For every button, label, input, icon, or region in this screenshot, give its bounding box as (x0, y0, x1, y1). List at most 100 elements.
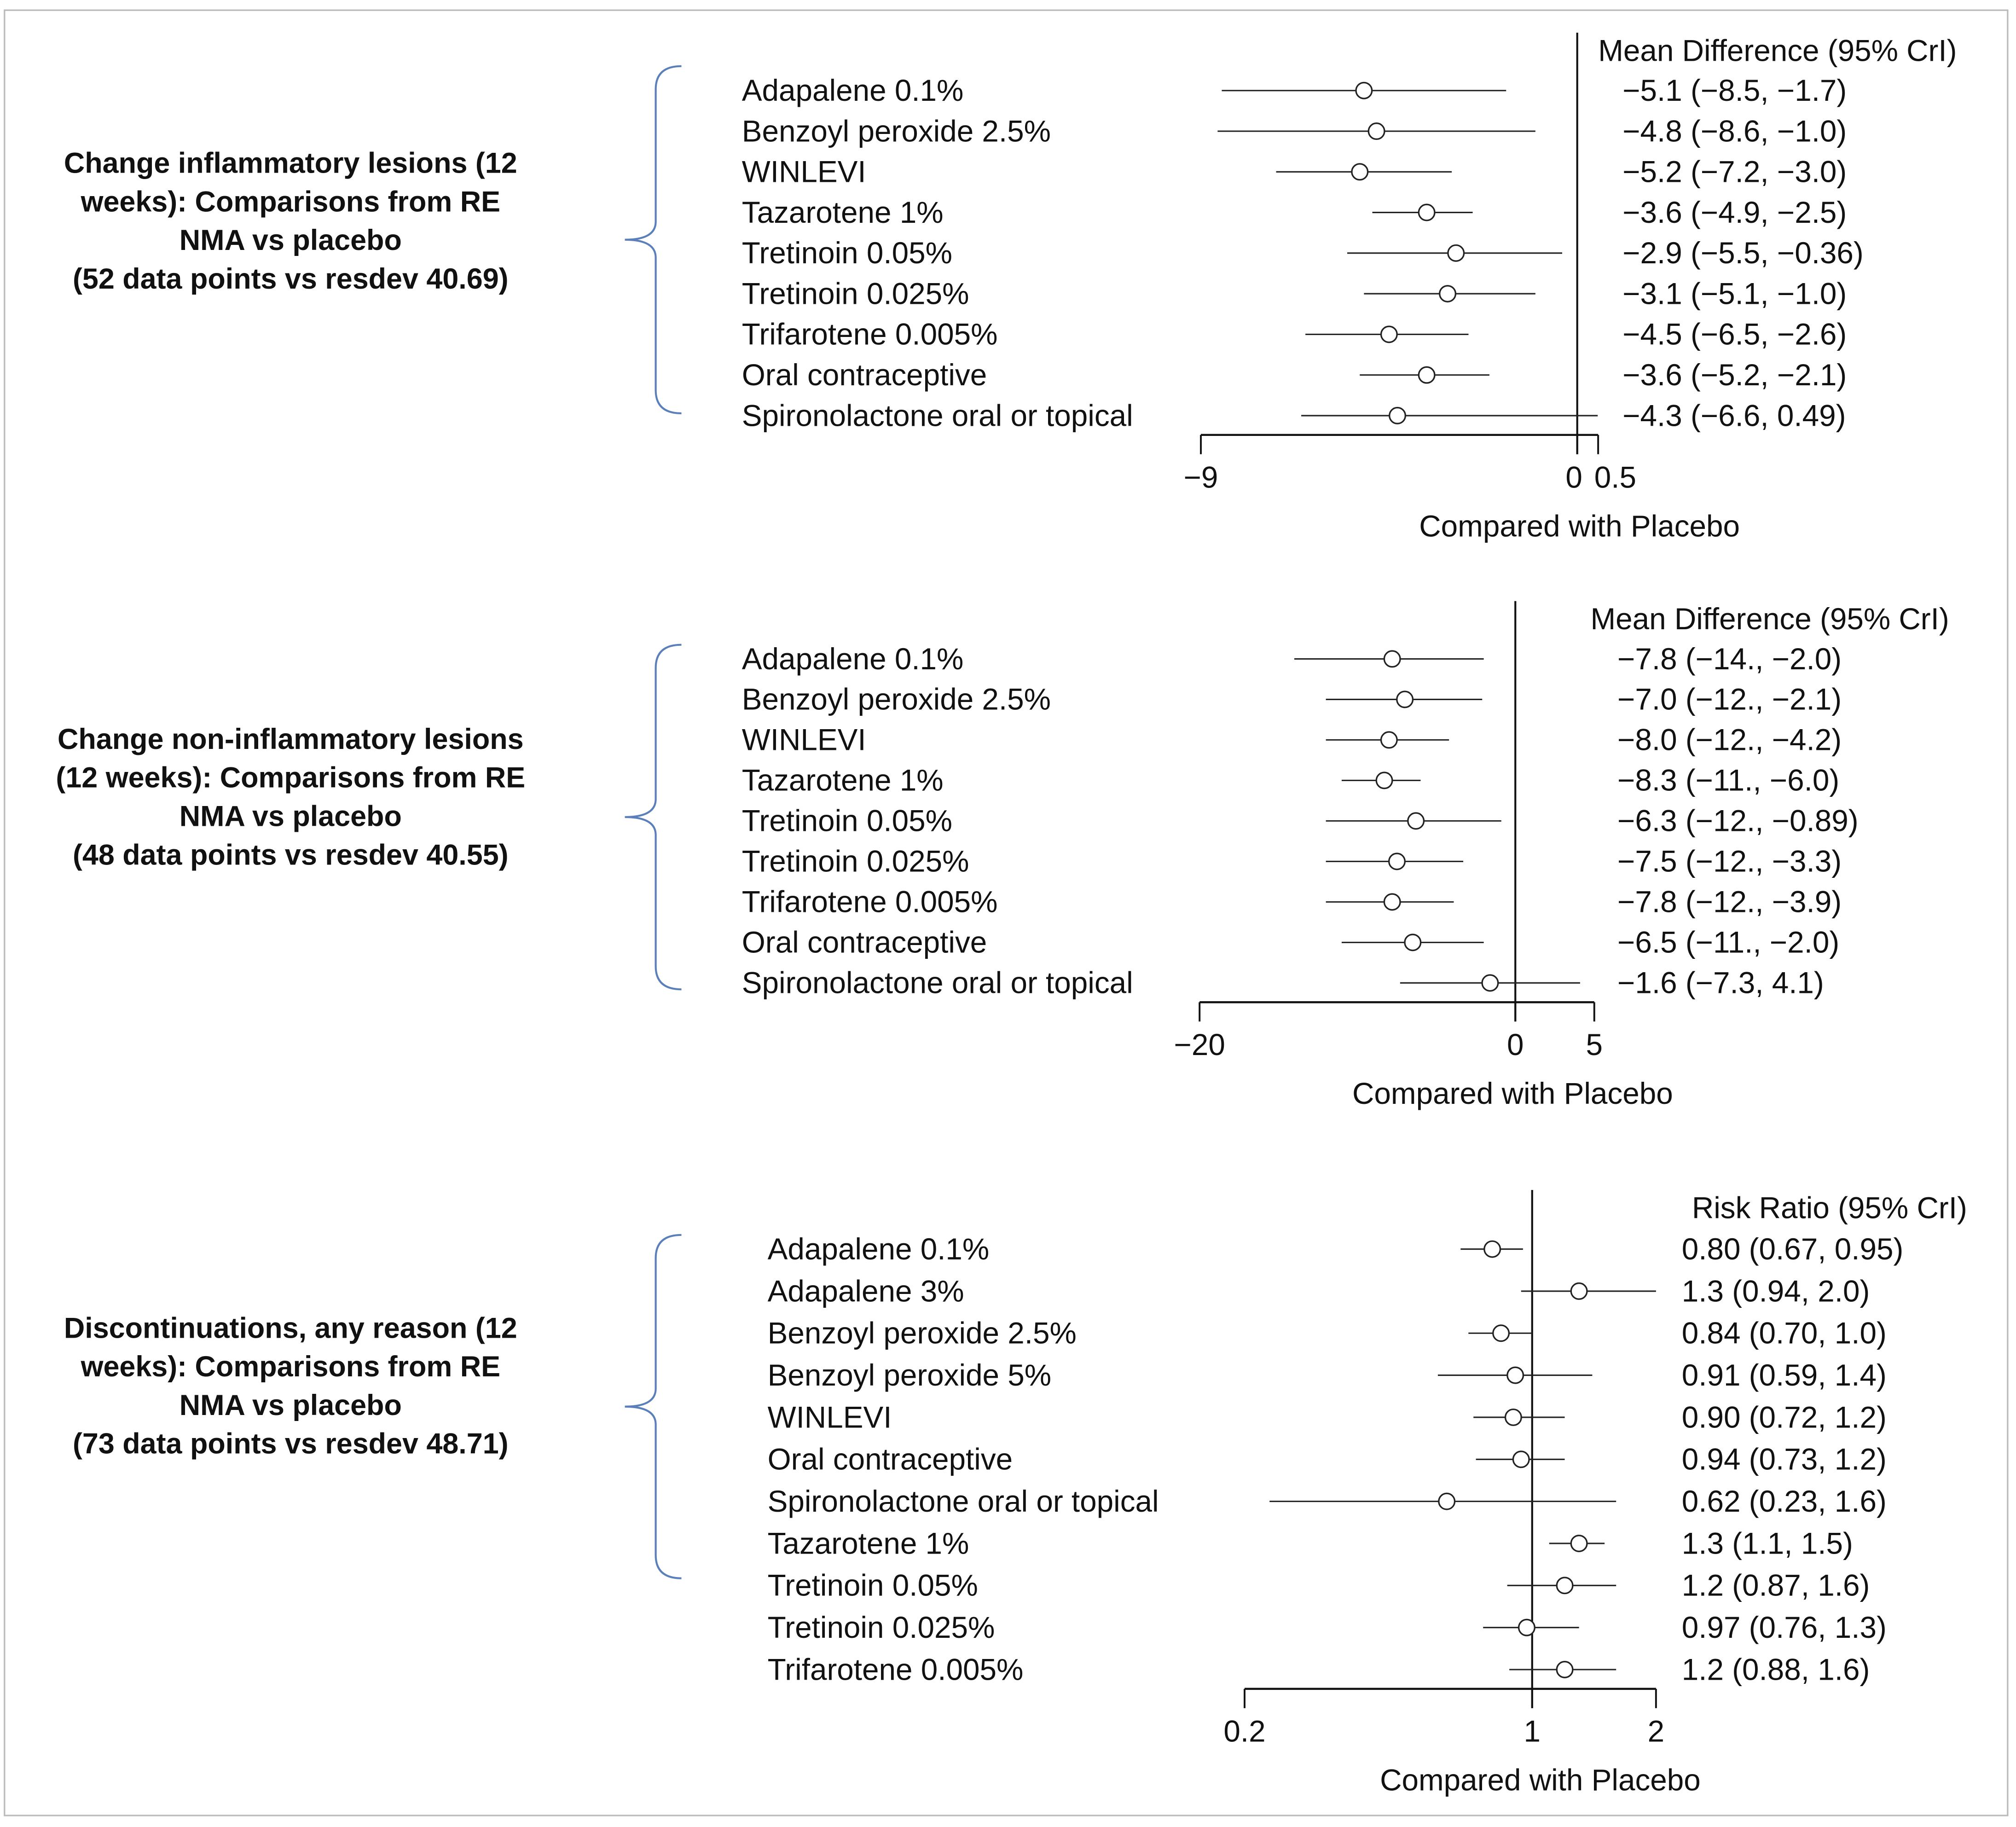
x-axis-title: Compared with Placebo (1352, 1077, 1673, 1110)
forest-panel-1: Change inflammatory lesions (12 weeks): C… (64, 33, 1957, 543)
figure-border (4, 9, 2009, 1816)
estimate-text: −4.8 (−8.6, −1.0) (1622, 114, 1847, 148)
point-estimate (1439, 285, 1457, 303)
row-label: Benzoyl peroxide 5% (768, 1358, 1052, 1392)
estimate-text: 0.80 (0.67, 0.95) (1682, 1232, 1904, 1266)
x-tick-label: 0.2 (1223, 1714, 1265, 1748)
point-estimate (1481, 974, 1499, 992)
point-estimate (1438, 1492, 1456, 1510)
row-label: Adapalene 0.1% (768, 1232, 990, 1266)
forest-row: Benzoyl peroxide 2.5% −7.0 (−12., −2.1) (742, 683, 1842, 716)
row-label: Adapalene 0.1% (742, 642, 964, 676)
forest-row: WINLEVI −5.2 (−7.2, −3.0) (742, 155, 1847, 189)
row-label: Tretinoin 0.05% (768, 1569, 978, 1602)
point-estimate (1407, 812, 1425, 830)
forest-row: Trifarotene 0.005% −7.8 (−12., −3.9) (742, 885, 1842, 919)
row-label: Tretinoin 0.025% (742, 277, 969, 310)
forest-panel-2: Change non-inflammatory lesions (12 weeks… (56, 601, 1949, 1110)
forest-row: Oral contraceptive −3.6 (−5.2, −2.1) (742, 358, 1847, 392)
row-label: Tretinoin 0.05% (742, 804, 952, 838)
forest-row: Tretinoin 0.025% −7.5 (−12., −3.3) (742, 845, 1842, 878)
x-tick-label: 0.5 (1594, 460, 1636, 494)
estimate-text: −3.1 (−5.1, −1.0) (1622, 277, 1847, 310)
estimate-text: −3.6 (−5.2, −2.1) (1622, 358, 1847, 392)
forest-row: Adapalene 3% 1.3 (0.94, 2.0) (768, 1274, 1870, 1308)
column-header: Risk Ratio (95% CrI) (1692, 1191, 1967, 1225)
row-label: Tazarotene 1% (742, 764, 944, 797)
point-estimate (1570, 1282, 1588, 1300)
row-label: Benzoyl peroxide 2.5% (742, 683, 1051, 716)
point-estimate (1418, 366, 1436, 384)
x-tick-label: 5 (1586, 1028, 1603, 1061)
point-estimate (1388, 853, 1406, 870)
row-label: Tretinoin 0.05% (742, 236, 952, 270)
point-estimate (1380, 325, 1398, 343)
estimate-text: 0.97 (0.76, 1.3) (1682, 1611, 1887, 1644)
curly-brace (625, 65, 682, 414)
estimate-text: 0.90 (0.72, 1.2) (1682, 1400, 1887, 1434)
x-tick-label: −20 (1174, 1028, 1225, 1061)
forest-panel-3: Discontinuations, any reason (12 weeks): … (64, 1190, 1967, 1797)
row-label: Spironolactone oral or topical (768, 1485, 1159, 1518)
point-estimate (1483, 1240, 1501, 1258)
forest-row: Tretinoin 0.05% 1.2 (0.87, 1.6) (768, 1569, 1870, 1602)
point-estimate (1447, 244, 1465, 262)
estimate-text: −4.5 (−6.5, −2.6) (1622, 318, 1847, 351)
point-estimate (1375, 771, 1393, 789)
point-estimate (1396, 690, 1414, 708)
column-header: Mean Difference (95% CrI) (1590, 602, 1949, 636)
row-label: WINLEVI (742, 723, 866, 757)
forest-row: Spironolactone oral or topical 0.62 (0.23… (768, 1485, 1887, 1518)
point-estimate (1506, 1366, 1524, 1384)
row-label: Spironolactone oral or topical (742, 399, 1133, 432)
panel-title-line: NMA vs placebo (180, 800, 402, 833)
forest-row: Trifarotene 0.005% 1.2 (0.88, 1.6) (768, 1653, 1870, 1686)
point-estimate (1389, 406, 1407, 424)
forest-row: Benzoyl peroxide 2.5% −4.8 (−8.6, −1.0) (742, 114, 1847, 148)
estimate-text: 1.2 (0.88, 1.6) (1682, 1653, 1870, 1686)
estimate-text: −7.5 (−12., −3.3) (1617, 845, 1842, 878)
x-axis-title: Compared with Placebo (1419, 509, 1740, 543)
panel-title-line: (48 data points vs resdev 40.55) (73, 839, 509, 871)
point-estimate (1418, 203, 1436, 221)
row-label: Adapalene 0.1% (742, 74, 964, 107)
row-label: Benzoyl peroxide 2.5% (742, 114, 1051, 148)
estimate-text: −6.3 (−12., −0.89) (1617, 804, 1859, 838)
x-tick-label: 0 (1565, 460, 1582, 494)
forest-row: Oral contraceptive −6.5 (−11., −2.0) (742, 926, 1839, 959)
forest-row: Tazarotene 1% −3.6 (−4.9, −2.5) (742, 196, 1847, 229)
curly-brace (625, 1234, 682, 1579)
estimate-text: −6.5 (−11., −2.0) (1617, 926, 1839, 959)
point-estimate (1512, 1450, 1530, 1468)
forest-row: Spironolactone oral or topical −4.3 (−6.6… (742, 399, 1846, 432)
forest-row: Oral contraceptive 0.94 (0.73, 1.2) (768, 1443, 1887, 1476)
forest-row: Tazarotene 1% 1.3 (1.1, 1.5) (768, 1526, 1853, 1560)
x-tick-label: 2 (1648, 1714, 1665, 1748)
estimate-text: 0.62 (0.23, 1.6) (1682, 1485, 1887, 1518)
estimate-text: −3.6 (−4.9, −2.5) (1622, 196, 1847, 229)
curly-brace (625, 644, 682, 991)
panel-title-line: (73 data points vs resdev 48.71) (73, 1428, 509, 1460)
point-estimate (1492, 1324, 1510, 1342)
point-estimate (1570, 1534, 1588, 1552)
panel-title-line: weeks): Comparisons from RE (81, 186, 500, 218)
estimate-text: 1.3 (1.1, 1.5) (1682, 1526, 1853, 1560)
x-tick-label: −9 (1184, 460, 1218, 494)
forest-row: WINLEVI 0.90 (0.72, 1.2) (768, 1400, 1887, 1434)
estimate-text: −7.8 (−14., −2.0) (1617, 642, 1842, 676)
panel-title-line: (12 weeks): Comparisons from RE (56, 762, 525, 794)
estimate-text: −1.6 (−7.3, 4.1) (1617, 966, 1824, 1000)
point-estimate (1355, 81, 1373, 99)
point-estimate (1380, 731, 1398, 749)
panel-title-line: NMA vs placebo (180, 1389, 402, 1421)
estimate-text: −7.8 (−12., −3.9) (1617, 885, 1842, 919)
row-label: WINLEVI (768, 1400, 892, 1434)
panel-title-line: Discontinuations, any reason (12 (64, 1312, 517, 1344)
forest-row: Benzoyl peroxide 2.5% 0.84 (0.70, 1.0) (768, 1317, 1887, 1350)
estimate-text: −7.0 (−12., −2.1) (1617, 683, 1842, 716)
point-estimate (1351, 163, 1369, 181)
estimate-text: 0.94 (0.73, 1.2) (1682, 1443, 1887, 1476)
row-label: Tazarotene 1% (742, 196, 944, 229)
point-estimate (1556, 1577, 1574, 1595)
